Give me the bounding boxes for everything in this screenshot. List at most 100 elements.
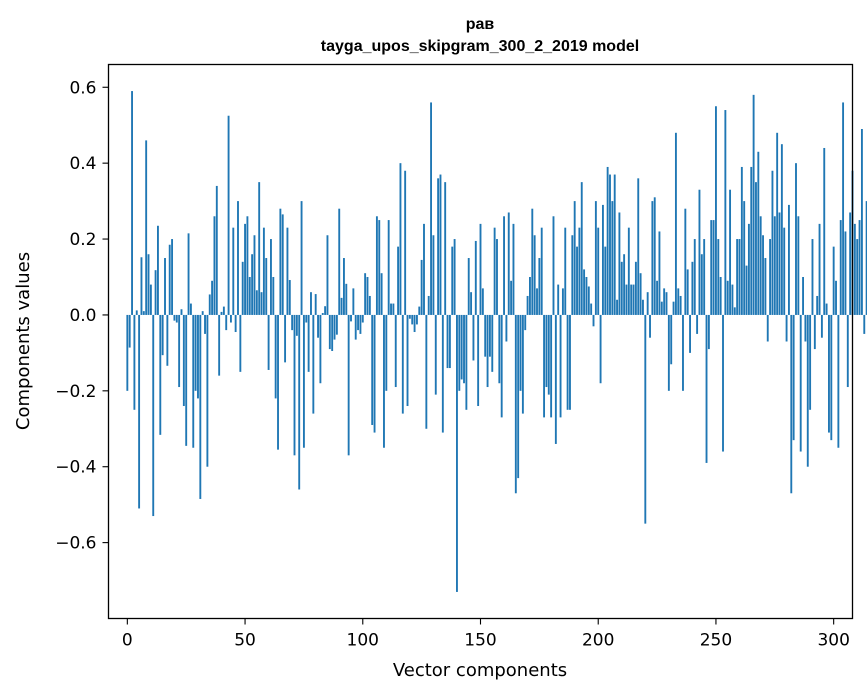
bar: [644, 314, 647, 524]
bar: [441, 314, 444, 433]
bar: [425, 314, 428, 429]
bar: [517, 314, 520, 479]
bar: [691, 261, 694, 315]
bar: [823, 147, 826, 315]
bar: [703, 239, 706, 315]
bar: [298, 314, 301, 490]
bar: [512, 223, 515, 315]
bar: [832, 246, 835, 315]
bar: [507, 212, 510, 315]
bar: [375, 216, 378, 315]
bar: [288, 280, 291, 315]
bar: [663, 288, 666, 315]
bar: [328, 314, 331, 350]
x-tick-label: 200: [582, 631, 614, 651]
bar: [310, 292, 312, 315]
bar: [686, 269, 689, 315]
bar: [601, 204, 604, 315]
bar: [578, 227, 581, 315]
bar: [759, 216, 762, 315]
bar: [481, 288, 484, 315]
bar: [769, 239, 772, 315]
bar: [839, 220, 842, 315]
bar: [592, 314, 595, 327]
bar: [404, 170, 407, 315]
bar: [154, 270, 157, 315]
bar: [364, 273, 367, 315]
bar: [625, 284, 628, 315]
bar: [719, 276, 722, 315]
bar: [138, 314, 141, 509]
bar: [378, 220, 381, 315]
bar: [178, 314, 181, 388]
bar: [806, 314, 809, 467]
bar: [152, 314, 155, 517]
bar: [265, 258, 268, 315]
bar: [684, 208, 687, 315]
bar: [500, 314, 503, 418]
bar: [359, 314, 362, 334]
bar: [161, 314, 164, 356]
bar: [538, 258, 541, 315]
bar: [792, 314, 795, 441]
bar: [413, 314, 416, 333]
bar: [842, 102, 845, 315]
bar: [569, 314, 571, 410]
bar: [672, 301, 675, 315]
bar: [863, 314, 866, 334]
bar: [279, 208, 282, 315]
bar: [531, 208, 534, 315]
bar: [816, 295, 819, 315]
bar: [343, 258, 345, 315]
bar: [705, 314, 708, 463]
bar: [411, 314, 414, 325]
bar: [590, 303, 593, 315]
bar: [199, 314, 202, 499]
y-tick-label: 0.6: [69, 78, 96, 98]
bar: [453, 239, 456, 315]
bar: [220, 311, 223, 315]
bar: [778, 212, 781, 315]
bar: [524, 314, 527, 331]
bar: [780, 144, 783, 315]
bar: [665, 292, 668, 315]
bar: [321, 313, 324, 315]
bar: [811, 239, 814, 315]
bar: [698, 189, 701, 315]
bar: [182, 314, 185, 407]
bar: [818, 223, 821, 315]
bar: [762, 235, 764, 315]
bar: [470, 292, 473, 315]
x-tick-label: 100: [347, 631, 379, 651]
bar: [835, 280, 837, 315]
bar: [380, 273, 383, 315]
bar: [211, 280, 214, 315]
bar: [406, 314, 409, 407]
bar: [357, 314, 360, 331]
bar: [206, 314, 209, 467]
bar: [281, 214, 284, 315]
y-axis: −0.6 −0.4 −0.2 0.0 0.2 0.4 0.6: [55, 78, 109, 554]
bar: [340, 297, 343, 315]
bar: [479, 223, 482, 315]
bar: [333, 314, 336, 340]
bar: [131, 91, 133, 315]
bar: [439, 174, 442, 315]
bar: [813, 314, 816, 350]
bar: [270, 239, 272, 315]
bar: [467, 258, 470, 315]
bar: [371, 314, 374, 425]
bar: [140, 257, 143, 315]
bar: [670, 314, 673, 365]
bar: [526, 295, 529, 315]
bar: [488, 314, 491, 357]
bar: [434, 314, 437, 395]
bar: [498, 314, 501, 384]
bar: [773, 216, 776, 315]
bar: [300, 201, 303, 315]
bar: [427, 295, 430, 315]
bar: [262, 227, 265, 315]
bar: [634, 261, 637, 315]
bar: [305, 314, 308, 323]
bar: [241, 261, 244, 315]
